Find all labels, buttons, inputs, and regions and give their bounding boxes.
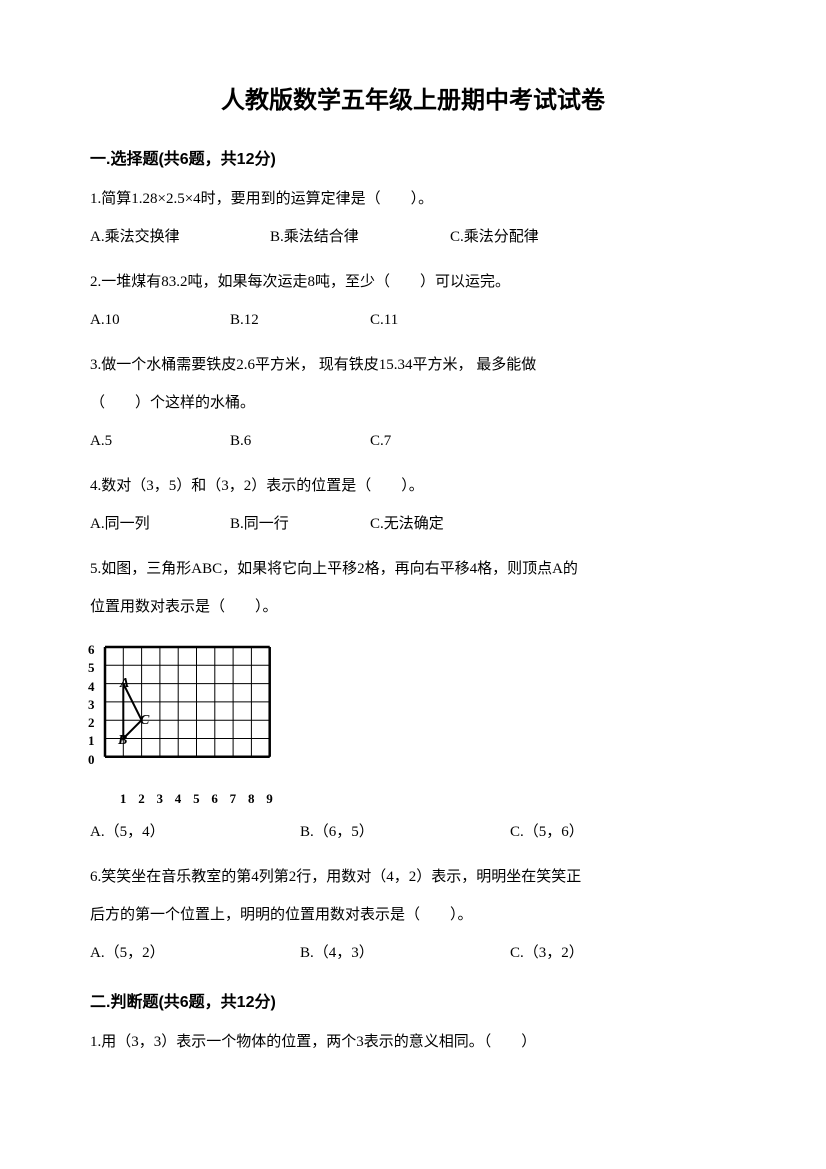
y-axis-labels: 6 5 4 3 2 1 0 — [88, 637, 95, 765]
x-label-2: 2 — [132, 786, 150, 812]
q4-option-c: C.无法确定 — [370, 509, 510, 539]
x-label-1: 1 — [114, 786, 132, 812]
q2-option-a: A.10 — [90, 305, 230, 335]
q4-option-a: A.同一列 — [90, 509, 230, 539]
q6-text1: 6.笑笑坐在音乐教室的第4列第2行，用数对（4，2）表示，明明坐在笑笑正 — [90, 862, 736, 892]
question-3: 3.做一个水桶需要铁皮2.6平方米， 现有铁皮15.34平方米， 最多能做 （ … — [90, 350, 736, 456]
q5-text1: 5.如图，三角形ABC，如果将它向上平移2格，再向右平移4格，则顶点A的 — [90, 554, 736, 584]
q4-option-b: B.同一行 — [230, 509, 370, 539]
q3-text2: （ ）个这样的水桶。 — [90, 388, 736, 418]
x-label-8: 8 — [242, 786, 260, 812]
x-label-7: 7 — [224, 786, 242, 812]
triangle-label-b: B — [118, 727, 127, 755]
question-5: 5.如图，三角形ABC，如果将它向上平移2格，再向右平移4格，则顶点A的 位置用… — [90, 554, 736, 847]
q6-option-c: C.（3，2） — [510, 938, 720, 968]
q1-option-c: C.乘法分配律 — [450, 222, 630, 252]
q5-option-b: B.（6，5） — [300, 817, 510, 847]
x-label-4: 4 — [169, 786, 187, 812]
s2-question-1: 1.用（3，3）表示一个物体的位置，两个3表示的意义相同。（ ） — [90, 1027, 736, 1057]
q3-text1: 3.做一个水桶需要铁皮2.6平方米， 现有铁皮15.34平方米， 最多能做 — [90, 350, 736, 380]
q3-option-b: B.6 — [230, 426, 370, 456]
x-label-3: 3 — [151, 786, 169, 812]
q1-option-a: A.乘法交换律 — [90, 222, 270, 252]
q1-text: 1.简算1.28×2.5×4时，要用到的运算定律是（ ）。 — [90, 184, 736, 214]
q3-option-c: C.7 — [370, 426, 510, 456]
triangle-label-a: A — [120, 670, 129, 698]
question-6: 6.笑笑坐在音乐教室的第4列第2行，用数对（4，2）表示，明明坐在笑笑正 后方的… — [90, 862, 736, 968]
q2-option-c: C.11 — [370, 305, 510, 335]
y-label-4: 4 — [88, 674, 95, 692]
x-axis-labels: 1 2 3 4 5 6 7 8 9 — [114, 786, 279, 812]
q6-option-a: A.（5，2） — [90, 938, 300, 968]
y-label-0: 0 — [88, 747, 95, 765]
triangle-label-c: C — [140, 707, 149, 735]
q4-text: 4.数对（3，5）和（3，2）表示的位置是（ ）。 — [90, 471, 736, 501]
grid-chart: 6 5 4 3 2 1 0 1 2 3 4 5 6 7 8 9 A B C — [100, 642, 320, 792]
q2-text: 2.一堆煤有83.2吨，如果每次运走8吨，至少（ ）可以运完。 — [90, 267, 736, 297]
x-label-9: 9 — [260, 786, 278, 812]
q5-option-a: A.（5，4） — [90, 817, 300, 847]
page-title: 人教版数学五年级上册期中考试试卷 — [90, 80, 736, 115]
q5-text2: 位置用数对表示是（ ）。 — [90, 592, 736, 622]
y-label-2: 2 — [88, 710, 95, 728]
q3-option-a: A.5 — [90, 426, 230, 456]
grid-svg — [100, 642, 285, 772]
question-2: 2.一堆煤有83.2吨，如果每次运走8吨，至少（ ）可以运完。 A.10 B.1… — [90, 267, 736, 335]
q6-text2: 后方的第一个位置上，明明的位置用数对表示是（ ）。 — [90, 900, 736, 930]
x-label-5: 5 — [187, 786, 205, 812]
y-label-1: 1 — [88, 728, 95, 746]
section2-header: 二.判断题(共6题，共12分) — [90, 988, 736, 1012]
q2-option-b: B.12 — [230, 305, 370, 335]
y-label-3: 3 — [88, 692, 95, 710]
s2-q1-text: 1.用（3，3）表示一个物体的位置，两个3表示的意义相同。（ ） — [90, 1027, 736, 1057]
q5-option-c: C.（5，6） — [510, 817, 720, 847]
y-label-5: 5 — [88, 655, 95, 673]
question-1: 1.简算1.28×2.5×4时，要用到的运算定律是（ ）。 A.乘法交换律 B.… — [90, 184, 736, 252]
y-label-6: 6 — [88, 637, 95, 655]
section1-header: 一.选择题(共6题，共12分) — [90, 145, 736, 169]
q6-option-b: B.（4，3） — [300, 938, 510, 968]
q1-option-b: B.乘法结合律 — [270, 222, 450, 252]
question-4: 4.数对（3，5）和（3，2）表示的位置是（ ）。 A.同一列 B.同一行 C.… — [90, 471, 736, 539]
x-label-6: 6 — [205, 786, 223, 812]
